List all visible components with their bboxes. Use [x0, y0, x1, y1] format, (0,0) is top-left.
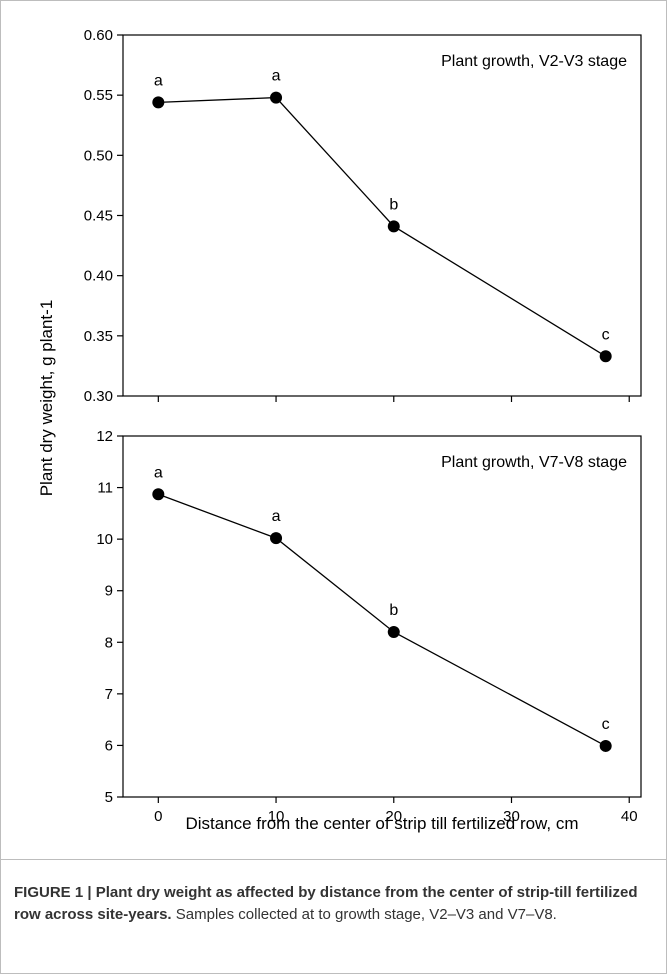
chart-panel-bottom: 5 6 7 8 9 10 11 12 0 10 20 30 40 a a b c Plant growth, V7… — [96, 428, 642, 825]
top-y-tick-label: 0.50 — [84, 147, 113, 164]
top-data-point — [152, 96, 165, 109]
top-y-tick-label: 0.45 — [84, 208, 113, 225]
top-plot-area — [122, 34, 642, 397]
caption-text: Samples collected at to growth stage, V2… — [171, 906, 557, 923]
bottom-data-point — [270, 532, 283, 545]
x-axis-label: Distance from the center of strip till f… — [185, 814, 578, 833]
top-data-point — [599, 350, 612, 363]
top-data-point — [387, 220, 400, 233]
y-axis-label: Plant dry weight, g plant-1 — [37, 300, 56, 497]
bottom-data-point — [152, 488, 165, 501]
bottom-series-line — [158, 493, 606, 747]
caption-divider — [0, 859, 667, 860]
chart-panel-top: 0.30 0.35 0.40 0.45 0.50 0.55 0.60 a a b c Plant gr… — [84, 27, 642, 405]
bottom-y-tick-label: 7 — [105, 686, 113, 703]
bottom-x-tick-label: 0 — [154, 808, 162, 825]
bottom-point-label: a — [272, 508, 281, 525]
top-point-label: a — [154, 72, 163, 89]
bottom-x-tick-label: 20 — [385, 808, 402, 825]
top-point-label: c — [602, 326, 610, 343]
bottom-y-tick-label: 11 — [97, 480, 113, 497]
bottom-point-label: a — [154, 464, 163, 481]
bottom-y-tick-label: 12 — [96, 428, 113, 445]
bottom-point-label: c — [602, 716, 610, 733]
bottom-y-tick-label: 10 — [96, 531, 113, 548]
top-point-label: a — [272, 68, 281, 85]
bottom-y-tick-label: 6 — [105, 737, 113, 754]
top-y-tick-label: 0.30 — [84, 388, 113, 405]
bottom-data-point — [387, 625, 400, 638]
bottom-y-tick-label: 8 — [105, 634, 113, 651]
bottom-data-point — [599, 739, 612, 752]
top-series-line — [158, 96, 607, 357]
top-y-tick-label: 0.35 — [84, 328, 113, 345]
figure-chart: 0.30 0.35 0.40 0.45 0.50 0.55 0.60 a a b c Plant gr… — [37, 27, 642, 833]
bottom-panel-title: Plant growth, V7-V8 stage — [441, 454, 627, 471]
bottom-plot-area — [122, 435, 642, 798]
top-y-tick-label: 0.55 — [84, 87, 113, 104]
figure-caption: FIGURE 1 | Plant dry weight as affected … — [14, 882, 654, 926]
bottom-x-tick-label: 30 — [503, 808, 520, 825]
top-point-label: b — [389, 196, 398, 213]
bottom-x-tick-label: 10 — [268, 808, 285, 825]
bottom-y-tick-label: 5 — [105, 789, 113, 806]
bottom-x-tick-label: 40 — [621, 808, 638, 825]
bottom-y-tick-label: 9 — [105, 583, 113, 600]
bottom-point-label: b — [389, 602, 398, 619]
top-data-point — [270, 91, 283, 104]
top-y-tick-label: 0.40 — [84, 268, 113, 285]
caption-title: FIGURE 1 | Plant dry weight as affected … — [14, 884, 638, 923]
top-y-tick-label: 0.60 — [84, 27, 113, 44]
top-panel-title: Plant growth, V2-V3 stage — [441, 53, 627, 70]
